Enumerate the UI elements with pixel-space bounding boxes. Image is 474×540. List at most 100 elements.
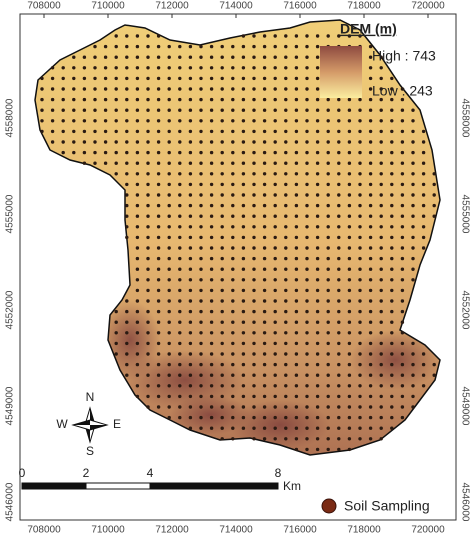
sampling-point (400, 331, 405, 335)
sampling-point (284, 256, 288, 261)
sampling-point (231, 161, 235, 165)
sampling-point (252, 129, 256, 134)
sampling-point (156, 150, 161, 155)
sampling-point (305, 182, 309, 187)
sampling-point (103, 150, 108, 155)
sampling-point (199, 97, 203, 102)
sampling-point (326, 352, 330, 356)
y-tick-label-left: 4552000 (5, 290, 16, 329)
sampling-point (305, 320, 309, 324)
sampling-point (368, 193, 373, 197)
sampling-point (284, 352, 288, 356)
sampling-point (241, 352, 246, 356)
sampling-point (209, 214, 214, 218)
sampling-point (135, 87, 140, 91)
sampling-point (262, 182, 267, 187)
sampling-point (40, 97, 44, 102)
sampling-point (241, 235, 246, 240)
sampling-point (178, 193, 182, 197)
sampling-point (146, 108, 150, 112)
sampling-point (379, 320, 383, 324)
sampling-point (294, 426, 299, 430)
sampling-point (178, 278, 182, 282)
sampling-point (199, 256, 203, 261)
sampling-point (209, 76, 214, 81)
sampling-point (167, 256, 171, 261)
sampling-point (188, 225, 193, 229)
sampling-point (294, 129, 299, 134)
sampling-point (93, 161, 97, 165)
sampling-point (209, 235, 214, 240)
sampling-point (368, 437, 373, 441)
sampling-point (337, 225, 341, 229)
sampling-point (178, 108, 182, 112)
sampling-point (284, 34, 288, 38)
y-tick-label-left: 4549000 (5, 386, 16, 425)
sampling-point (125, 235, 129, 240)
sampling-point (199, 161, 203, 165)
sampling-point (40, 119, 44, 123)
sampling-point (326, 362, 330, 367)
sampling-point (305, 87, 309, 91)
sampling-point (294, 34, 299, 38)
sampling-point (337, 331, 341, 335)
sampling-point (326, 309, 330, 314)
sampling-point (114, 172, 118, 176)
sampling-point (358, 352, 362, 356)
sampling-point (411, 214, 415, 218)
sampling-point (231, 172, 235, 176)
sampling-point (390, 405, 394, 409)
sampling-point (315, 161, 320, 165)
sampling-point (50, 140, 55, 144)
sampling-point (241, 267, 246, 271)
sampling-point (400, 246, 405, 250)
sampling-point (231, 278, 235, 282)
sampling-point (262, 97, 267, 102)
sampling-point (273, 214, 277, 218)
sampling-point (284, 172, 288, 176)
sampling-point (400, 225, 405, 229)
sampling-point (347, 299, 352, 303)
sampling-point (231, 150, 235, 155)
sampling-point (82, 108, 87, 112)
sampling-point (135, 150, 140, 155)
sampling-point (241, 384, 246, 388)
sampling-point (305, 44, 309, 49)
sampling-point (294, 278, 299, 282)
sampling-point (178, 172, 182, 176)
sampling-point (103, 66, 108, 70)
sampling-point (220, 76, 224, 81)
sampling-point (347, 150, 352, 155)
sampling-point (294, 140, 299, 144)
sampling-point (326, 182, 330, 187)
sampling-point (305, 172, 309, 176)
sampling-point (220, 352, 224, 356)
sampling-point (125, 352, 129, 356)
sampling-point (188, 405, 193, 409)
sampling-point (368, 415, 373, 420)
sampling-point (93, 55, 97, 59)
sampling-point (167, 384, 171, 388)
sampling-point (358, 341, 362, 346)
sampling-point (156, 214, 161, 218)
sampling-point (220, 203, 224, 208)
sampling-point (188, 140, 193, 144)
sampling-point (178, 394, 182, 399)
sampling-point (368, 331, 373, 335)
sampling-point (156, 182, 161, 187)
sampling-point (252, 203, 256, 208)
sampling-point (262, 76, 267, 81)
sampling-point (252, 193, 256, 197)
sampling-point (315, 394, 320, 399)
sampling-point (209, 288, 214, 293)
sampling-point (231, 44, 235, 49)
sampling-point (188, 44, 193, 49)
sampling-point (379, 288, 383, 293)
sampling-point (135, 320, 140, 324)
sampling-point (284, 288, 288, 293)
sampling-point (315, 288, 320, 293)
sampling-point (114, 76, 118, 81)
sampling-point (368, 373, 373, 377)
y-tick-label-right: 4552000 (459, 291, 470, 330)
sampling-point (188, 394, 193, 399)
